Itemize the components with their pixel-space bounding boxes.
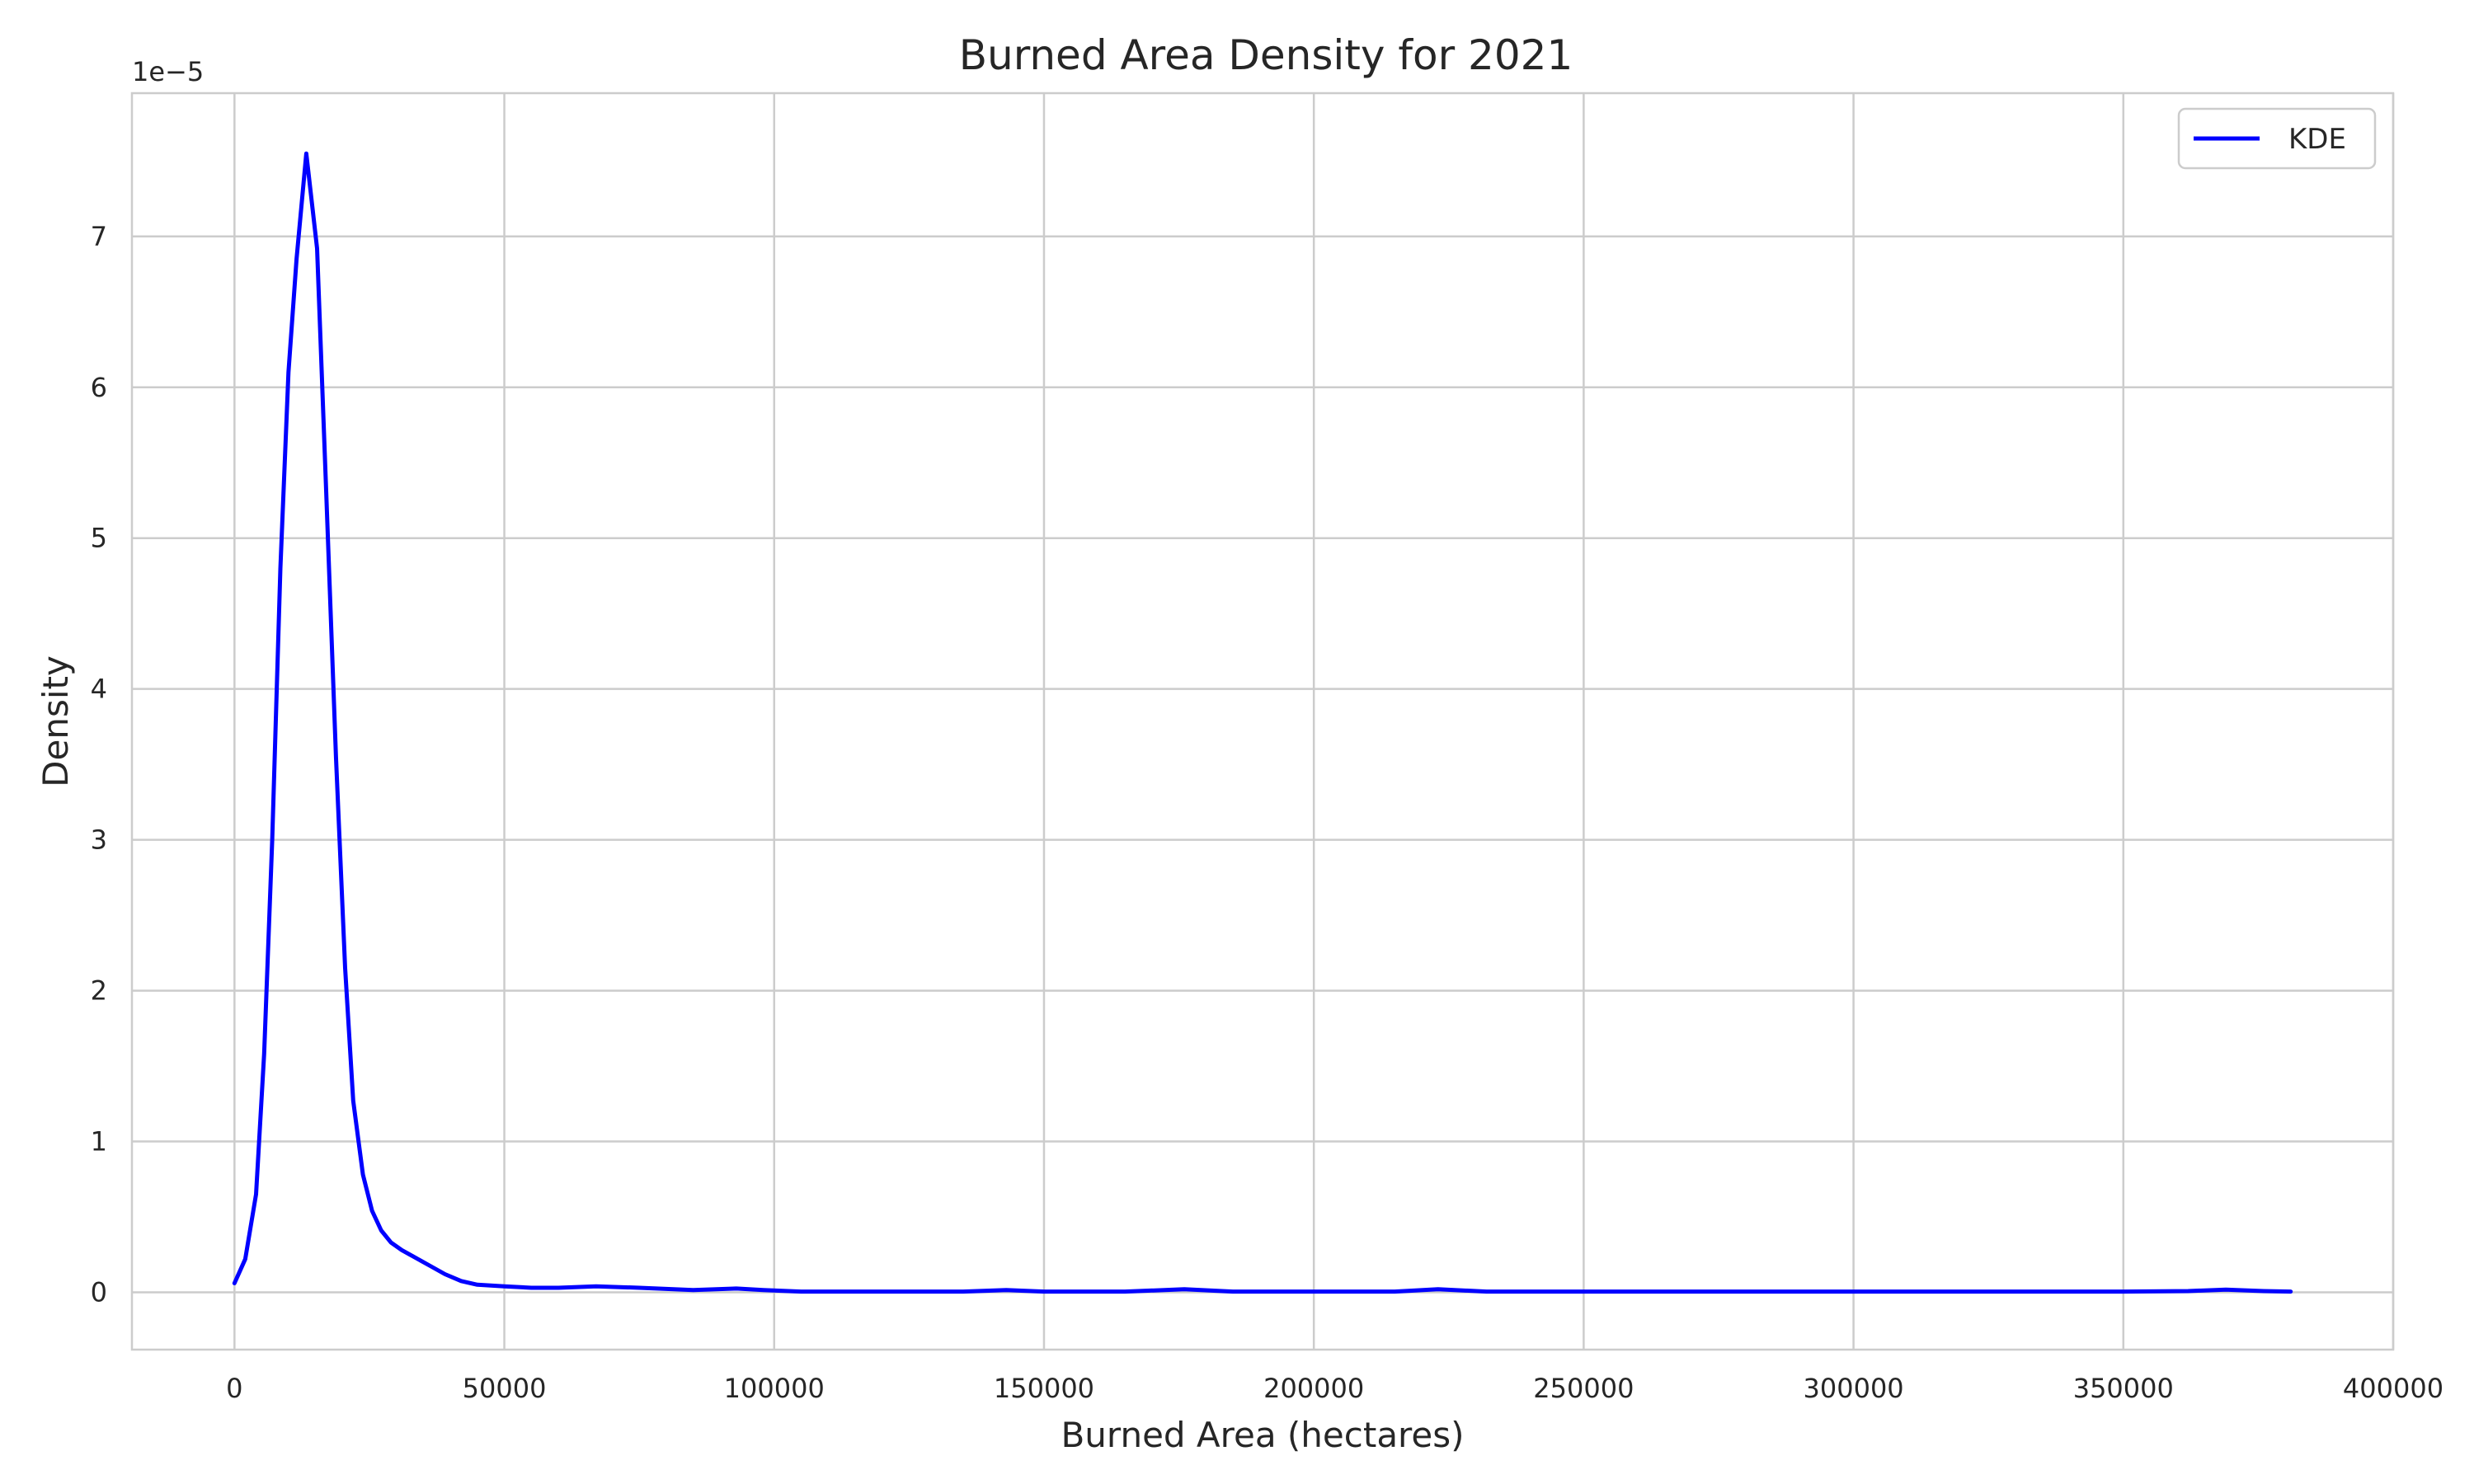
x-tick-label: 400000 [2343,1373,2443,1404]
x-tick-label: 350000 [2073,1373,2174,1404]
y-tick-label: 1 [91,1126,107,1158]
legend: KDE [2177,107,2377,170]
y-tick-label: 2 [91,975,107,1007]
x-axis-label: Burned Area (hectares) [1061,1415,1464,1455]
legend-box [2177,107,2377,170]
y-tick-label: 7 [91,221,107,252]
x-tick-label: 150000 [994,1373,1094,1404]
kde-series-line [232,151,2293,1294]
y-tick-label: 5 [91,523,107,554]
x-tick-label: 50000 [463,1373,547,1404]
y-tick-label: 3 [91,824,107,856]
y-tick-label: 6 [91,372,107,403]
series-layer [232,151,2293,1294]
legend-label: KDE [2288,123,2346,156]
x-tick-label: 250000 [1533,1373,1634,1404]
x-tick-label: 0 [226,1373,242,1404]
chart-title: Burned Area Density for 2021 [959,31,1573,79]
y-axis-label: Density [35,655,76,787]
y-tick-label: 4 [91,674,107,705]
y-tick-labels: 0 1 2 3 4 5 6 7 [91,221,107,1308]
grid-lines [132,93,2395,1350]
x-tick-label: 100000 [724,1373,825,1404]
plot-frame [130,92,2395,1351]
x-tick-label: 200000 [1263,1373,1364,1404]
y-tick-label: 0 [91,1276,107,1308]
y-offset-label: 1e−5 [132,56,204,87]
x-tick-labels: 0 50000 100000 150000 200000 250000 300000 3500… [226,1373,2443,1404]
x-tick-label: 300000 [1804,1373,1904,1404]
